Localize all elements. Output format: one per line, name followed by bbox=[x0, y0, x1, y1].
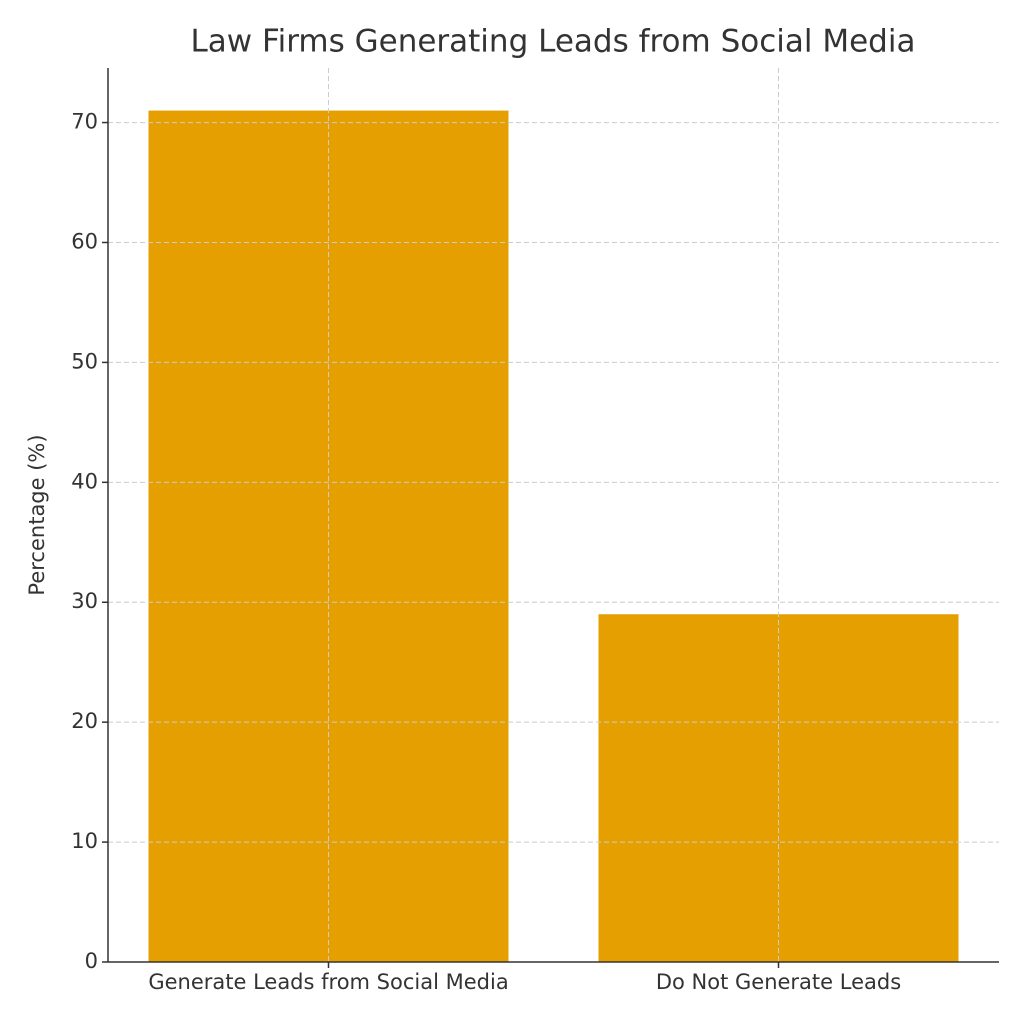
y-tick-label: 30 bbox=[71, 589, 98, 613]
y-tick-label: 40 bbox=[71, 469, 98, 493]
y-tick-label: 10 bbox=[71, 829, 98, 853]
x-tick-label: Generate Leads from Social Media bbox=[148, 970, 508, 994]
y-tick-label: 0 bbox=[85, 949, 98, 973]
y-tick-label: 20 bbox=[71, 709, 98, 733]
y-axis-label: Percentage (%) bbox=[25, 434, 49, 595]
x-tick-label: Do Not Generate Leads bbox=[656, 970, 901, 994]
y-tick-label: 60 bbox=[71, 229, 98, 253]
y-tick-label: 70 bbox=[71, 110, 98, 134]
chart-title: Law Firms Generating Leads from Social M… bbox=[191, 24, 916, 60]
y-tick-label: 50 bbox=[71, 349, 98, 373]
